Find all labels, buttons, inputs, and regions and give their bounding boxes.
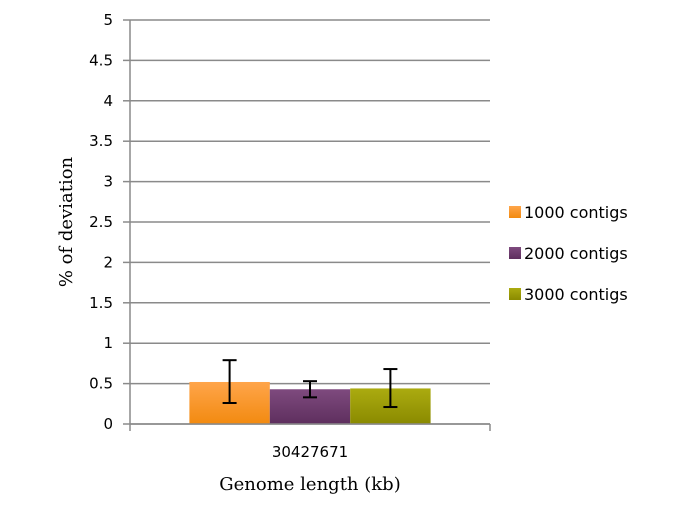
error-bars: [222, 359, 398, 409]
legend-item: 2000 contigs: [509, 244, 628, 263]
y-tick-label: 5: [103, 11, 113, 29]
legend-swatch: [509, 247, 521, 259]
error-bar: [383, 368, 398, 409]
error-bar: [303, 380, 317, 399]
y-tick-label: 3: [103, 173, 113, 191]
y-axis-title: % of deviation: [56, 156, 77, 287]
legend-swatch: [509, 206, 521, 218]
y-tick-label: 0.5: [89, 375, 113, 393]
y-tick-label: 1: [103, 334, 113, 352]
tick-labels: 0 0.5 1 1.5 2 2.5 3 3.5 4 4.5 5 30427671: [89, 11, 348, 461]
gridlines: [130, 19, 490, 425]
error-bar: [222, 359, 237, 404]
legend-item: 3000 contigs: [509, 285, 628, 304]
legend-label: 2000 contigs: [524, 244, 628, 263]
y-tick-label: 3.5: [89, 132, 113, 150]
y-tick-label: 4: [103, 92, 113, 110]
legend-label: 1000 contigs: [524, 203, 628, 222]
y-tick-label: 4.5: [89, 51, 113, 69]
y-tick-label: 2: [103, 253, 113, 271]
y-tick-label: 0: [103, 415, 113, 433]
legend-swatch: [509, 288, 521, 300]
y-tick-label: 2.5: [89, 213, 113, 231]
x-tick-label: 30427671: [272, 443, 348, 461]
legend: 1000 contigs 2000 contigs 3000 contigs: [509, 203, 628, 304]
axes: [123, 19, 491, 431]
y-tick-label: 1.5: [89, 294, 113, 312]
x-axis-title: Genome length (kb): [219, 474, 400, 495]
legend-label: 3000 contigs: [524, 285, 628, 304]
legend-item: 1000 contigs: [509, 203, 628, 222]
